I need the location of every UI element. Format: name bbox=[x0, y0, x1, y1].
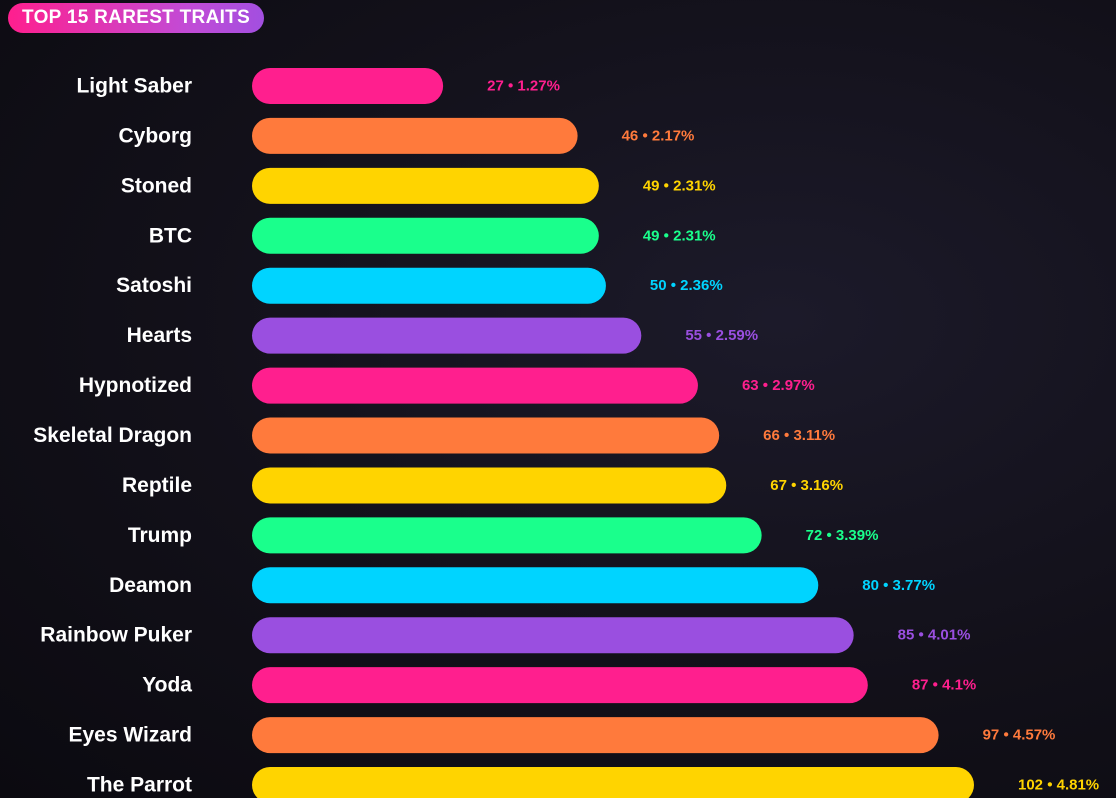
bar bbox=[252, 68, 444, 104]
value-label: 50 • 2.36% bbox=[650, 277, 723, 294]
category-label: The Parrot bbox=[87, 774, 192, 797]
value-label: 27 • 1.27% bbox=[487, 78, 560, 95]
bar bbox=[252, 267, 606, 304]
bar bbox=[252, 167, 599, 204]
category-label: Rainbow Puker bbox=[40, 624, 192, 647]
bar bbox=[252, 367, 698, 404]
bar bbox=[252, 717, 939, 754]
category-label: Satoshi bbox=[116, 274, 192, 297]
category-label: Hypnotized bbox=[79, 374, 192, 397]
category-label: Reptile bbox=[122, 474, 192, 497]
value-label: 63 • 2.97% bbox=[742, 377, 815, 394]
category-label: Cyborg bbox=[119, 124, 193, 147]
value-label: 97 • 4.57% bbox=[983, 727, 1056, 744]
bar bbox=[252, 517, 762, 554]
category-label: Hearts bbox=[127, 324, 192, 347]
category-label: Skeletal Dragon bbox=[33, 424, 192, 447]
value-label: 49 • 2.31% bbox=[643, 227, 716, 244]
value-label: 102 • 4.81% bbox=[1018, 777, 1099, 794]
chart-title: TOP 15 RAREST TRAITS bbox=[8, 3, 265, 33]
bar bbox=[252, 117, 578, 154]
value-label: 85 • 4.01% bbox=[898, 627, 971, 644]
bar bbox=[252, 767, 974, 798]
bar bbox=[252, 567, 819, 604]
category-label: Yoda bbox=[142, 674, 192, 697]
category-label: Deamon bbox=[109, 574, 192, 597]
value-label: 46 • 2.17% bbox=[622, 127, 695, 144]
category-label: Light Saber bbox=[76, 75, 192, 98]
value-label: 87 • 4.1% bbox=[912, 677, 976, 694]
value-label: 80 • 3.77% bbox=[862, 577, 935, 594]
category-label: BTC bbox=[149, 224, 192, 247]
value-label: 55 • 2.59% bbox=[685, 327, 758, 344]
value-label: 72 • 3.39% bbox=[806, 527, 879, 544]
bar bbox=[252, 667, 868, 704]
bar bbox=[252, 417, 720, 454]
bar bbox=[252, 217, 599, 254]
bar bbox=[252, 317, 642, 354]
category-label: Trump bbox=[128, 524, 192, 547]
bar bbox=[252, 467, 727, 504]
value-label: 49 • 2.31% bbox=[643, 177, 716, 194]
value-label: 67 • 3.16% bbox=[770, 477, 843, 494]
category-label: Eyes Wizard bbox=[68, 724, 192, 747]
bar bbox=[252, 617, 854, 654]
value-label: 66 • 3.11% bbox=[763, 427, 835, 444]
category-label: Stoned bbox=[121, 174, 192, 197]
